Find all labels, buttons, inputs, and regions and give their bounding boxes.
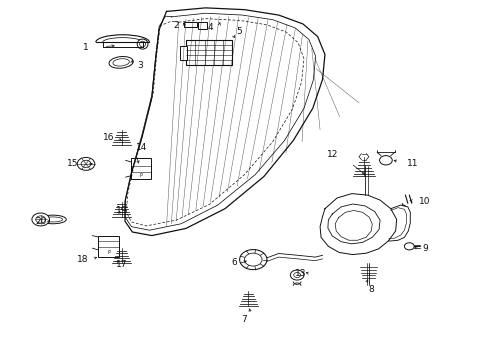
Ellipse shape	[109, 57, 133, 68]
Text: 17: 17	[116, 260, 127, 269]
Text: 13: 13	[294, 269, 305, 278]
Bar	[185, 40, 232, 65]
Text: 12: 12	[326, 150, 337, 159]
Circle shape	[77, 157, 95, 170]
Text: 14: 14	[136, 143, 147, 152]
Bar	[180, 45, 186, 60]
Circle shape	[239, 249, 266, 270]
Ellipse shape	[113, 59, 129, 66]
Bar	[198, 22, 206, 29]
Text: 2: 2	[173, 21, 179, 30]
Circle shape	[404, 243, 413, 250]
Ellipse shape	[43, 217, 62, 222]
Circle shape	[81, 160, 91, 167]
Text: 10: 10	[418, 197, 430, 206]
Ellipse shape	[137, 39, 148, 49]
Text: 6: 6	[231, 258, 237, 267]
Text: 15: 15	[67, 159, 79, 168]
Ellipse shape	[140, 41, 145, 47]
Circle shape	[290, 270, 304, 280]
Text: 20: 20	[35, 217, 46, 226]
Text: 11: 11	[406, 159, 418, 168]
Bar	[183, 22, 197, 27]
Circle shape	[379, 156, 391, 165]
Circle shape	[36, 216, 45, 223]
Circle shape	[244, 253, 262, 266]
Text: 3: 3	[137, 61, 142, 70]
Circle shape	[293, 273, 300, 278]
Text: 5: 5	[236, 27, 242, 36]
Text: 9: 9	[421, 244, 427, 253]
Text: P: P	[107, 249, 110, 255]
Ellipse shape	[40, 215, 66, 224]
Text: 1: 1	[83, 43, 89, 52]
Circle shape	[32, 213, 49, 226]
Text: 4: 4	[207, 23, 213, 32]
Text: 16: 16	[103, 133, 115, 142]
Bar	[98, 236, 119, 257]
Text: P: P	[140, 173, 142, 178]
Text: 18: 18	[77, 255, 88, 264]
Text: 19: 19	[116, 206, 127, 215]
Bar	[131, 158, 151, 179]
Text: 7: 7	[241, 315, 247, 324]
Text: 8: 8	[367, 285, 373, 294]
